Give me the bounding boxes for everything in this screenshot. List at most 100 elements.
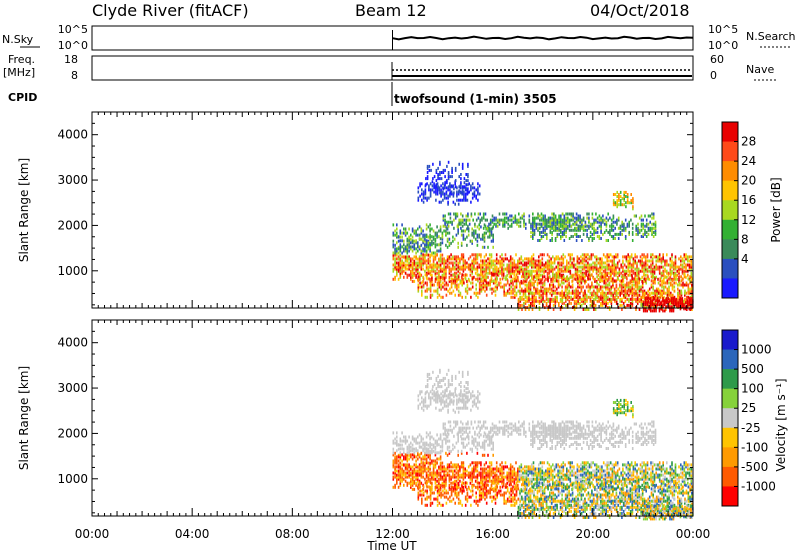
power-cell — [438, 243, 440, 247]
power-cell — [532, 257, 535, 261]
power-cell — [434, 279, 437, 283]
power-cell — [483, 233, 486, 237]
power-cell — [644, 279, 647, 283]
power-cell — [411, 241, 414, 245]
power-cell — [550, 257, 552, 261]
power-cell — [534, 261, 537, 265]
power-cell — [552, 255, 554, 259]
power-cell — [675, 275, 677, 279]
power-cell — [609, 216, 611, 220]
power-cell — [546, 237, 548, 240]
power-cell — [541, 263, 544, 267]
power-cell — [450, 269, 452, 273]
power-cell — [501, 273, 503, 277]
velocity-cell — [415, 465, 417, 469]
power-cell — [623, 269, 626, 273]
velocity-cell — [536, 475, 538, 479]
power-cell — [454, 166, 457, 170]
power-cell — [467, 224, 469, 228]
power-cell — [432, 177, 434, 181]
power-cell — [459, 267, 461, 271]
power-cell — [431, 265, 433, 269]
power-cell — [485, 275, 488, 279]
power-cell — [553, 224, 555, 228]
power-cell — [447, 160, 450, 164]
power-cell — [613, 255, 615, 259]
power-cell — [542, 293, 544, 297]
power-cell — [637, 259, 640, 263]
power-cell — [485, 293, 488, 297]
power-cell — [567, 212, 569, 216]
power-cell — [517, 275, 519, 279]
power-cell — [425, 253, 428, 257]
power-cell — [608, 289, 611, 293]
power-cell — [587, 263, 589, 267]
power-cell — [578, 273, 580, 277]
power-cell — [498, 281, 500, 285]
power-cell — [521, 297, 523, 301]
power-cell — [589, 230, 592, 234]
power-cell — [481, 233, 484, 237]
power-cell — [490, 253, 493, 257]
power-cell — [617, 216, 620, 220]
power-cell — [524, 257, 526, 261]
power-cell — [446, 164, 448, 168]
power-cell — [571, 257, 573, 261]
power-cell — [399, 275, 402, 279]
power-cell — [629, 265, 631, 269]
power-cell — [404, 255, 407, 259]
velocity-cell — [415, 471, 417, 475]
velocity-cell — [534, 487, 537, 491]
power-cell — [584, 222, 587, 226]
power-cell — [532, 235, 534, 238]
power-cell — [429, 223, 431, 227]
velocity-cell — [539, 471, 542, 475]
power-cell — [537, 291, 539, 295]
velocity-cell — [511, 471, 514, 475]
power-cell — [632, 265, 635, 269]
power-cell — [497, 269, 500, 273]
power-cell — [554, 226, 557, 230]
power-cell — [568, 224, 571, 228]
velocity-cell — [548, 477, 551, 481]
power-cell — [422, 259, 424, 263]
power-cell — [681, 305, 684, 309]
power-cell — [689, 281, 691, 285]
velocity-cell — [513, 467, 516, 471]
power-cell — [481, 259, 484, 263]
power-cell — [496, 273, 498, 277]
power-cell — [581, 275, 584, 279]
power-cell — [545, 261, 547, 265]
power-cell — [540, 230, 543, 234]
velocity-cell — [410, 483, 412, 487]
power-cell — [425, 183, 427, 187]
power-cell — [549, 297, 551, 301]
power-cell — [448, 267, 451, 271]
velocity-cell — [471, 483, 473, 487]
power-cell — [551, 230, 553, 234]
power-cell — [533, 303, 536, 307]
power-cell — [629, 257, 631, 261]
power-cell — [490, 263, 493, 267]
power-cell — [622, 289, 625, 293]
power-cell — [627, 287, 630, 291]
power-ylabel: Slant Range [km] — [17, 158, 31, 262]
velocity-cell — [455, 467, 458, 471]
power-cell — [630, 199, 632, 203]
power-cell — [442, 168, 445, 172]
power-cell — [536, 287, 539, 291]
power-cell — [450, 257, 452, 261]
power-cell — [457, 263, 459, 267]
power-cell — [610, 279, 612, 283]
power-cell — [417, 275, 420, 279]
velocity-cell — [462, 481, 465, 485]
power-cell — [452, 184, 455, 188]
power-cell — [681, 297, 684, 301]
power-cell — [539, 261, 542, 265]
power-cell — [408, 255, 410, 259]
velocity-cell — [471, 471, 473, 475]
power-cell — [687, 257, 689, 261]
power-cell — [626, 201, 629, 205]
power-cell — [534, 273, 537, 277]
power-cell — [448, 277, 451, 281]
